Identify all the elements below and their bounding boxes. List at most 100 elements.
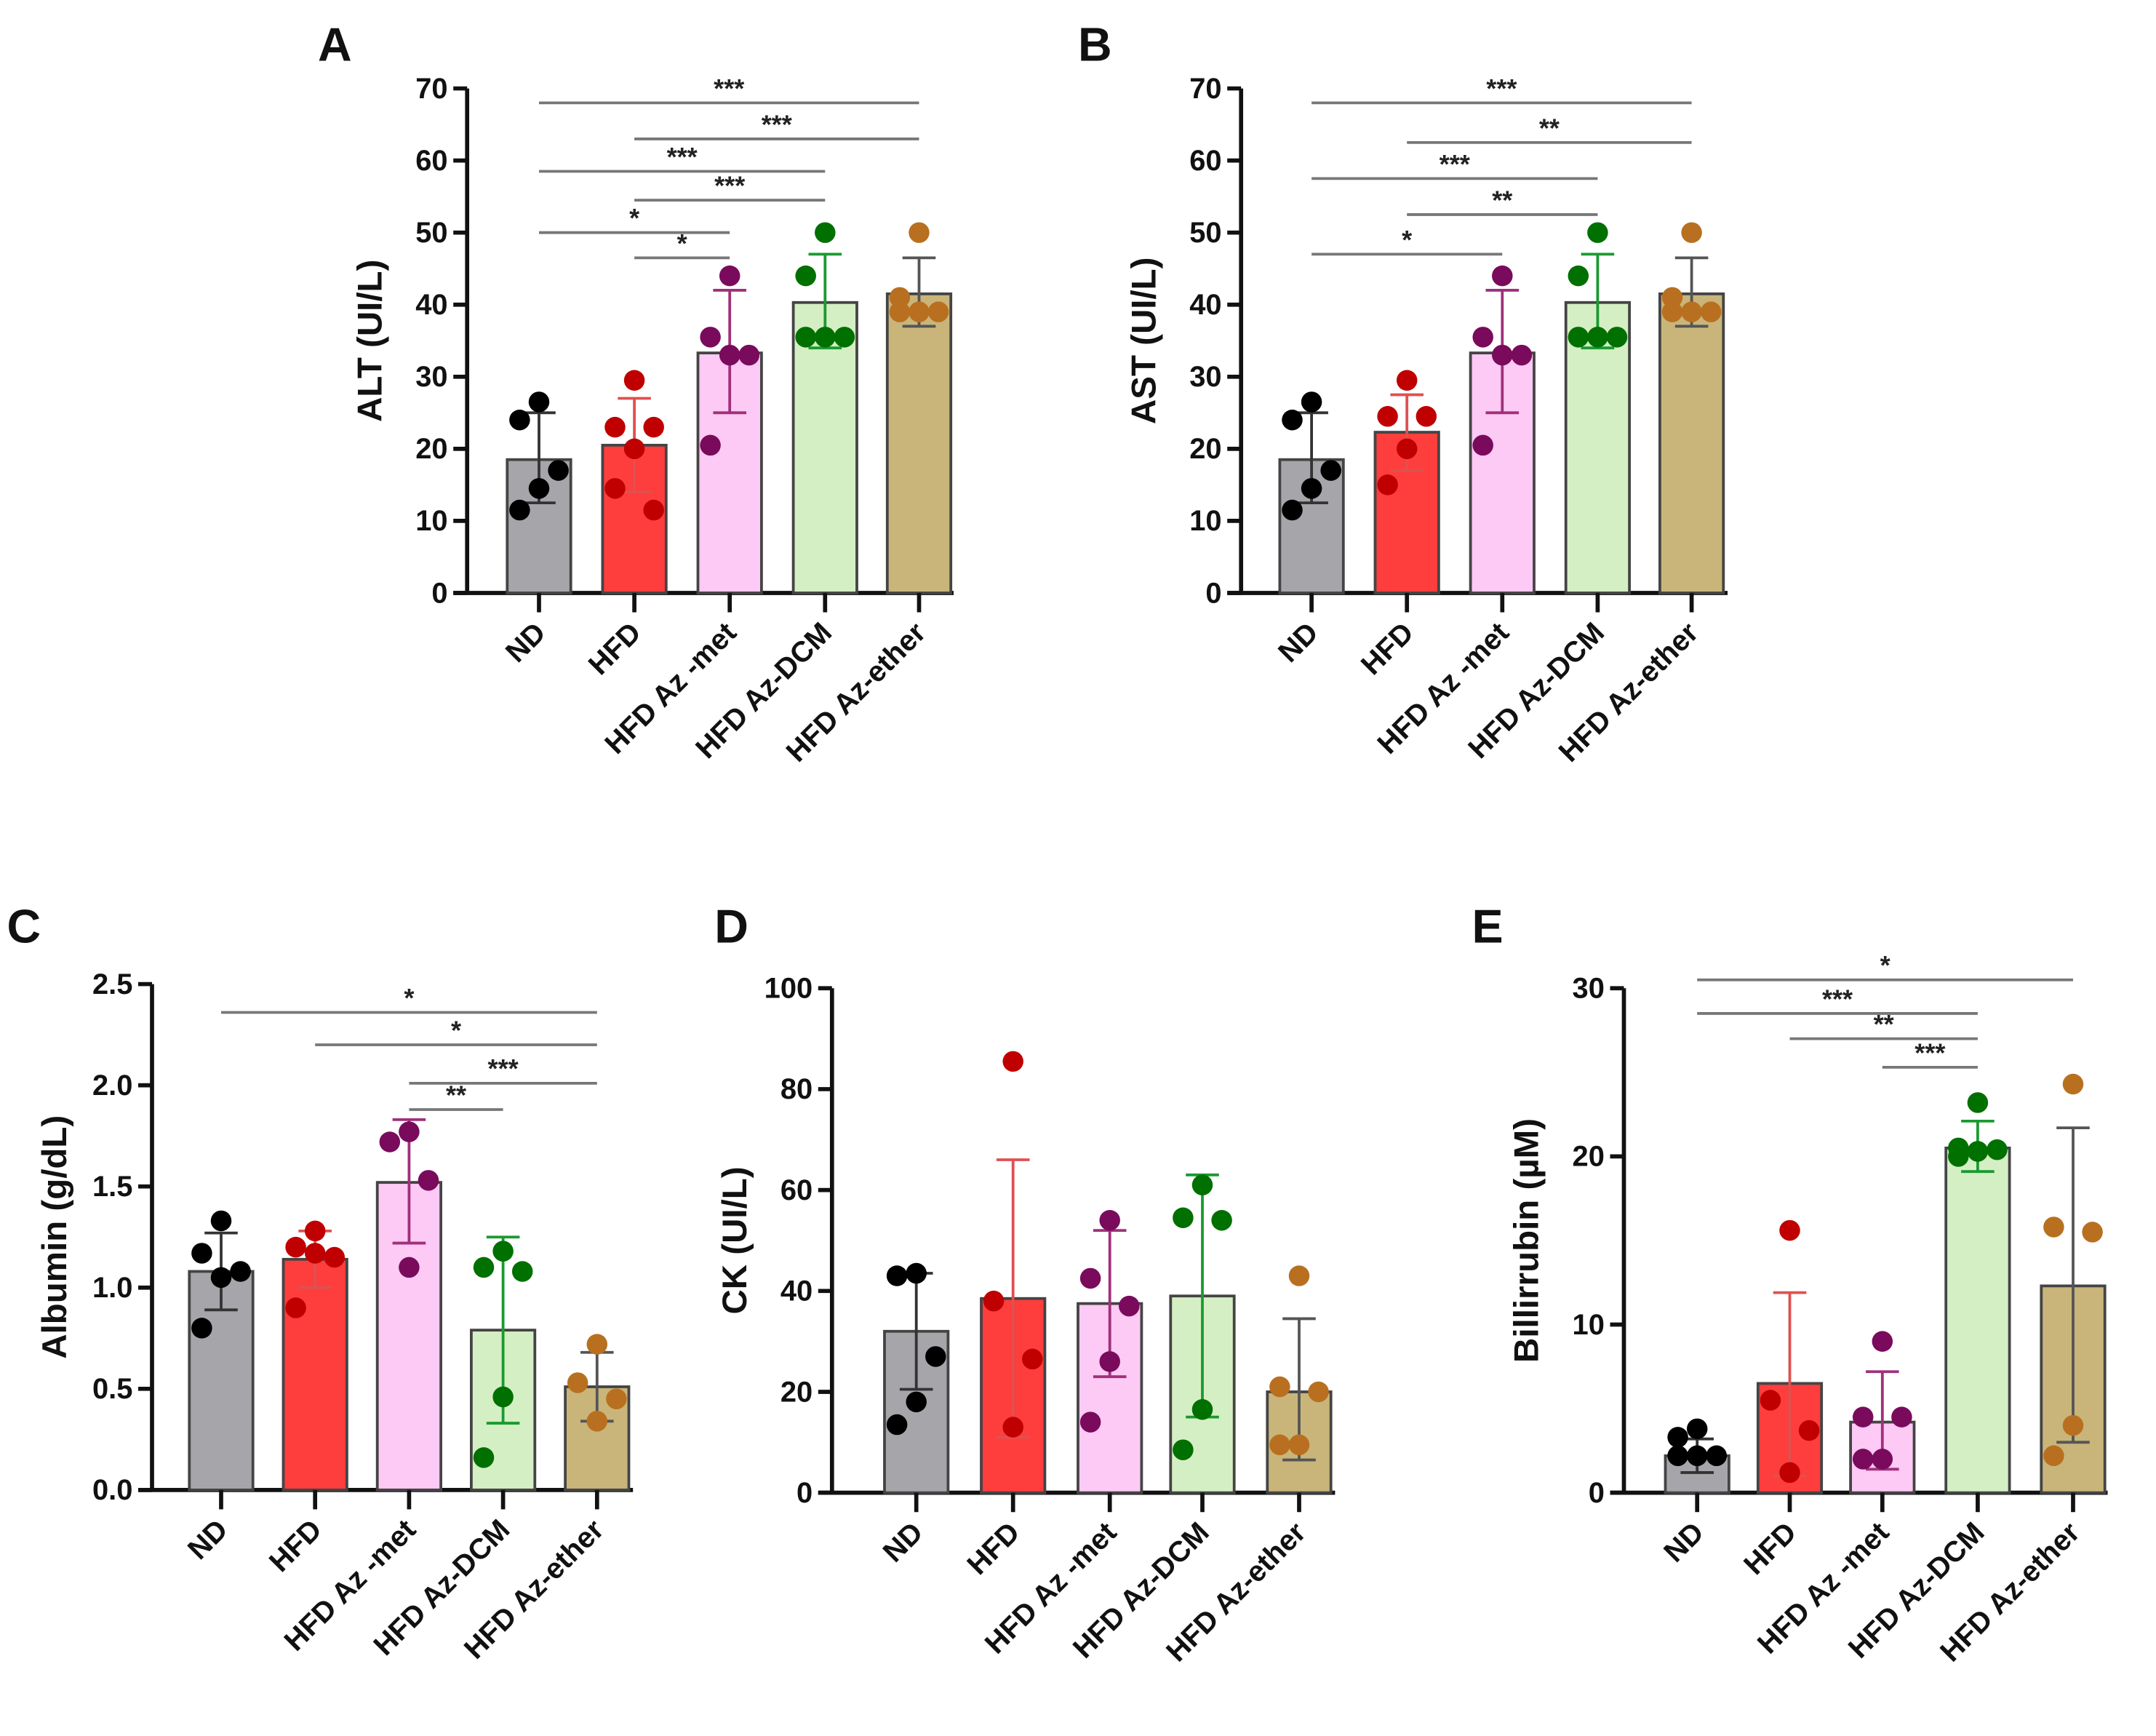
data-point (795, 327, 816, 348)
data-point (604, 478, 626, 499)
data-point (1173, 1439, 1194, 1460)
x-tick-label: HFD (961, 1516, 1026, 1581)
data-point (1681, 222, 1702, 243)
data-point (191, 1243, 212, 1264)
y-tick-label: 0.5 (92, 1373, 132, 1405)
panel-label: D (714, 901, 748, 953)
data-point (886, 1265, 908, 1286)
y-tick-label: 0 (431, 577, 447, 609)
data-point (1948, 1146, 1969, 1167)
bar (1658, 292, 1725, 594)
y-tick-label: 60 (415, 145, 447, 177)
data-point (586, 1411, 608, 1432)
x-tick-label: HFD (263, 1513, 328, 1578)
data-point (473, 1447, 495, 1468)
data-point (1967, 1092, 1989, 1113)
y-tick-label: 20 (415, 433, 447, 465)
data-point (1967, 1141, 1989, 1162)
y-tick-label: 40 (1189, 289, 1221, 321)
data-point (1191, 1399, 1213, 1420)
data-point (925, 1346, 946, 1367)
data-point (1288, 1434, 1310, 1456)
significance-label: *** (714, 73, 744, 103)
bar (1564, 300, 1631, 594)
x-tick-label: ND (500, 616, 552, 669)
data-point (1099, 1351, 1120, 1372)
y-axis-label: Albumin (g/dL) (36, 1115, 74, 1359)
data-point (1681, 301, 1702, 322)
data-point (1511, 344, 1533, 366)
y-tick-label: 1.0 (92, 1272, 132, 1304)
data-point (1667, 1427, 1688, 1448)
data-point (889, 301, 911, 322)
x-tick-label: HFD (1355, 616, 1420, 681)
data-point (1852, 1406, 1874, 1428)
y-tick-label: 30 (1573, 973, 1605, 1005)
data-point (1872, 1331, 1893, 1352)
panel-label: C (7, 901, 41, 953)
data-point (509, 499, 530, 521)
data-point (834, 327, 855, 348)
data-point (1587, 327, 1608, 348)
data-point (1798, 1420, 1820, 1441)
data-point (528, 391, 550, 413)
data-point (1472, 327, 1493, 348)
y-tick-label: 40 (415, 289, 447, 321)
data-point (2062, 1414, 2084, 1436)
data-point (324, 1246, 346, 1268)
bar (282, 1257, 348, 1492)
x-tick-label: HFD (1738, 1516, 1802, 1581)
data-point (304, 1220, 326, 1242)
data-point (738, 344, 760, 366)
data-point (1661, 287, 1683, 308)
data-point (815, 327, 836, 348)
significance-label: *** (1915, 1038, 1945, 1067)
y-tick-label: 0.0 (92, 1474, 132, 1506)
data-point (230, 1261, 251, 1282)
significance-label: *** (1822, 984, 1853, 1014)
y-tick-label: 70 (1189, 73, 1221, 105)
y-tick-label: 20 (1189, 433, 1221, 465)
significance-label: *** (1486, 73, 1517, 103)
y-tick-label: 2.5 (92, 968, 132, 1000)
data-point (1568, 327, 1589, 348)
data-point (379, 1131, 401, 1152)
significance-label: * (677, 228, 687, 258)
data-point (1320, 460, 1341, 481)
data-point (1301, 478, 1322, 499)
bar (1944, 1146, 2011, 1494)
data-point (1173, 1207, 1194, 1229)
data-point (1686, 1418, 1708, 1440)
significance-label: *** (1440, 149, 1470, 179)
bar (791, 300, 858, 594)
y-tick-label: 0 (1205, 577, 1221, 609)
data-point (492, 1386, 514, 1408)
data-point (1779, 1219, 1800, 1241)
data-point (2043, 1217, 2064, 1238)
data-point (889, 287, 911, 308)
data-point (1852, 1449, 1874, 1470)
y-tick-label: 70 (415, 73, 447, 105)
y-tick-label: 0 (1589, 1477, 1605, 1509)
data-point (1079, 1267, 1101, 1289)
data-point (399, 1121, 420, 1142)
y-tick-label: 0 (796, 1477, 813, 1509)
data-point (2082, 1222, 2103, 1243)
data-point (927, 301, 949, 322)
data-point (1606, 327, 1628, 348)
data-point (795, 265, 816, 287)
data-point (1099, 1209, 1120, 1231)
panel-label: B (1078, 19, 1112, 71)
y-tick-label: 80 (780, 1073, 813, 1105)
data-point (1396, 370, 1418, 391)
data-point (1872, 1449, 1893, 1470)
data-point (1568, 265, 1589, 287)
data-point (909, 301, 930, 322)
data-point (983, 1290, 1005, 1312)
data-point (1288, 1265, 1310, 1286)
data-point (700, 434, 721, 456)
panel-label: E (1472, 901, 1504, 953)
data-point (909, 222, 930, 243)
data-point (1472, 434, 1493, 456)
